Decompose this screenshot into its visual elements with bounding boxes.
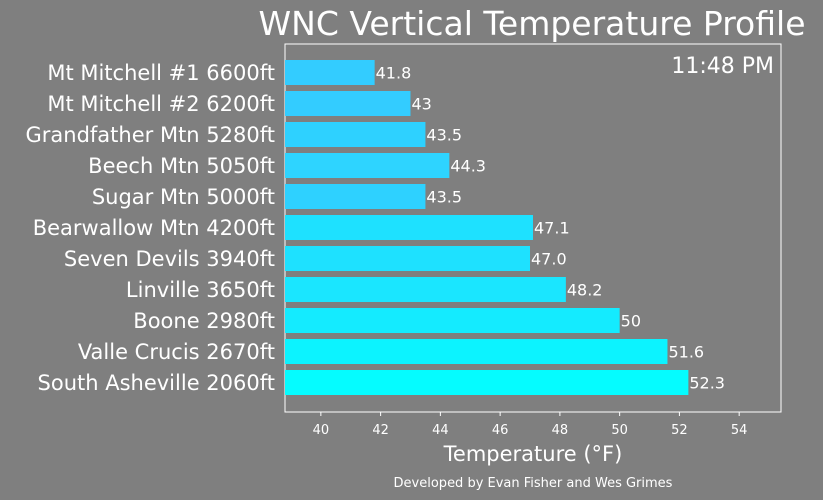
- x-tick-label: 42: [372, 423, 389, 438]
- value-label: 52.3: [689, 374, 725, 393]
- x-axis-label: Temperature (°F): [443, 442, 623, 466]
- x-tick-label: 44: [432, 423, 449, 438]
- category-label: Linville 3650ft: [126, 278, 275, 302]
- category-label: Grandfather Mtn 5280ft: [26, 123, 276, 147]
- value-label: 41.8: [376, 64, 412, 83]
- x-axis-ticks: 40 42 44 46 48 50 52 54: [313, 412, 748, 438]
- timestamp-label: 11:48 PM: [671, 54, 774, 79]
- bar: [285, 122, 426, 147]
- category-label: Bearwallow Mtn 4200ft: [33, 216, 275, 240]
- x-tick-label: 50: [611, 423, 628, 438]
- category-label: Mt Mitchell #1 6600ft: [47, 61, 275, 85]
- x-tick-label: 54: [731, 423, 748, 438]
- category-label: Sugar Mtn 5000ft: [92, 185, 275, 209]
- category-label: Beech Mtn 5050ft: [88, 154, 275, 178]
- bar: [285, 370, 689, 395]
- category-label: Seven Devils 3940ft: [64, 247, 275, 271]
- category-label: Mt Mitchell #2 6200ft: [47, 92, 275, 116]
- bar: [285, 215, 533, 240]
- bar: [285, 277, 566, 302]
- value-label: 48.2: [567, 281, 603, 300]
- value-label: 43.5: [426, 126, 462, 145]
- value-labels: 41.8 43 43.5 44.3 43.5 47.1 47.048.2 50 51.6 52.3: [376, 64, 725, 393]
- x-tick-label: 40: [313, 423, 330, 438]
- bar: [285, 184, 426, 209]
- category-label: South Asheville 2060ft: [38, 371, 275, 395]
- value-label: 51.6: [668, 343, 704, 362]
- value-label: 50: [621, 312, 641, 331]
- bar: [285, 60, 375, 85]
- x-tick-label: 52: [671, 423, 688, 438]
- bar: [285, 308, 620, 333]
- x-tick-label: 46: [492, 423, 509, 438]
- category-label: Valle Crucis 2670ft: [78, 340, 275, 364]
- bar: [285, 91, 411, 116]
- bar-group: [285, 60, 689, 395]
- value-label: 44.3: [450, 157, 486, 176]
- x-tick-label: 48: [552, 423, 569, 438]
- value-label: 47.1: [534, 219, 570, 238]
- category-labels: Mt Mitchell #1 6600ft Mt Mitchell #2 6200…: [26, 61, 276, 395]
- credit-text: Developed by Evan Fisher and Wes Grimes: [394, 476, 673, 491]
- bar: [285, 153, 450, 178]
- category-label: Boone 2980ft: [133, 309, 275, 333]
- bar: [285, 339, 668, 364]
- value-label: 43.5: [426, 188, 462, 207]
- value-label: 47.0: [531, 250, 567, 269]
- bar: [285, 246, 531, 271]
- chart-title: WNC Vertical Temperature Profile: [259, 4, 806, 43]
- value-label: 43: [411, 95, 431, 114]
